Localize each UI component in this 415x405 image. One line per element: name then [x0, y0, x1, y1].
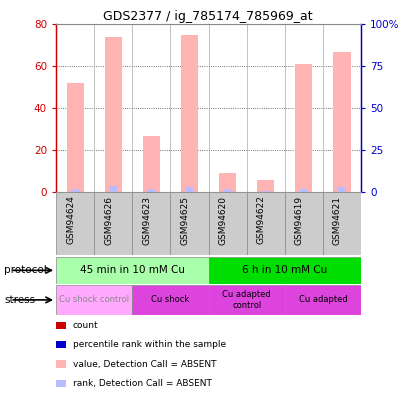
Bar [295, 64, 312, 192]
Text: Cu adapted
control: Cu adapted control [222, 290, 271, 309]
Text: GSM94625: GSM94625 [181, 196, 190, 245]
Text: 45 min in 10 mM Cu: 45 min in 10 mM Cu [80, 265, 185, 275]
Bar [56, 257, 209, 284]
Text: count: count [73, 321, 98, 330]
Text: percentile rank within the sample: percentile rank within the sample [73, 340, 226, 349]
Text: Cu shock: Cu shock [151, 295, 190, 305]
Bar [94, 192, 132, 255]
Bar [219, 173, 236, 192]
Text: GSM94624: GSM94624 [66, 196, 75, 244]
Bar [132, 192, 171, 255]
Bar [285, 285, 361, 315]
Text: Cu adapted: Cu adapted [298, 295, 347, 305]
Bar [247, 192, 285, 255]
Bar [323, 192, 361, 255]
Bar [262, 191, 270, 192]
Bar [209, 285, 285, 315]
Bar [181, 35, 198, 192]
Bar [147, 189, 155, 192]
Bar [56, 285, 132, 315]
Text: protocol: protocol [4, 265, 47, 275]
Bar [71, 189, 79, 192]
Bar [285, 192, 323, 255]
Bar [56, 192, 94, 255]
Bar [300, 189, 308, 192]
Text: 6 h in 10 mM Cu: 6 h in 10 mM Cu [242, 265, 327, 275]
Bar [110, 185, 117, 192]
Bar [186, 188, 193, 192]
Text: value, Detection Call = ABSENT: value, Detection Call = ABSENT [73, 360, 216, 369]
Text: GSM94619: GSM94619 [295, 196, 304, 245]
Text: GSM94626: GSM94626 [104, 196, 113, 245]
Bar [143, 136, 160, 192]
Bar [132, 285, 209, 315]
Bar [105, 37, 122, 192]
Text: GSM94623: GSM94623 [142, 196, 151, 245]
Text: Cu shock control: Cu shock control [59, 295, 129, 305]
Bar [171, 192, 209, 255]
Text: GSM94620: GSM94620 [219, 196, 227, 245]
Text: GSM94622: GSM94622 [257, 196, 266, 244]
Bar [209, 257, 361, 284]
Bar [333, 51, 351, 192]
Text: GDS2377 / ig_785174_785969_at: GDS2377 / ig_785174_785969_at [103, 10, 312, 23]
Text: rank, Detection Call = ABSENT: rank, Detection Call = ABSENT [73, 379, 212, 388]
Bar [257, 180, 274, 192]
Bar [66, 83, 84, 192]
Bar [338, 188, 346, 192]
Text: GSM94621: GSM94621 [333, 196, 342, 245]
Text: stress: stress [4, 295, 35, 305]
Bar [224, 189, 232, 192]
Bar [209, 192, 247, 255]
